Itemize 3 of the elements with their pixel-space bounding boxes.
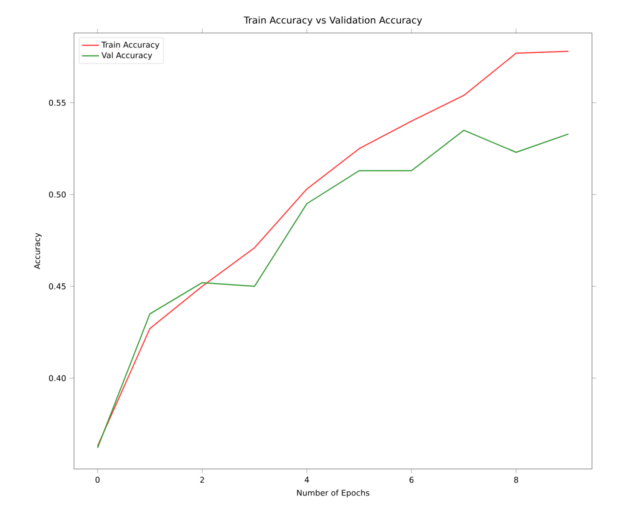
line-series [97, 130, 570, 448]
line-series [97, 50, 570, 447]
chart-title: Train Accuracy vs Validation Accuracy [244, 16, 422, 26]
